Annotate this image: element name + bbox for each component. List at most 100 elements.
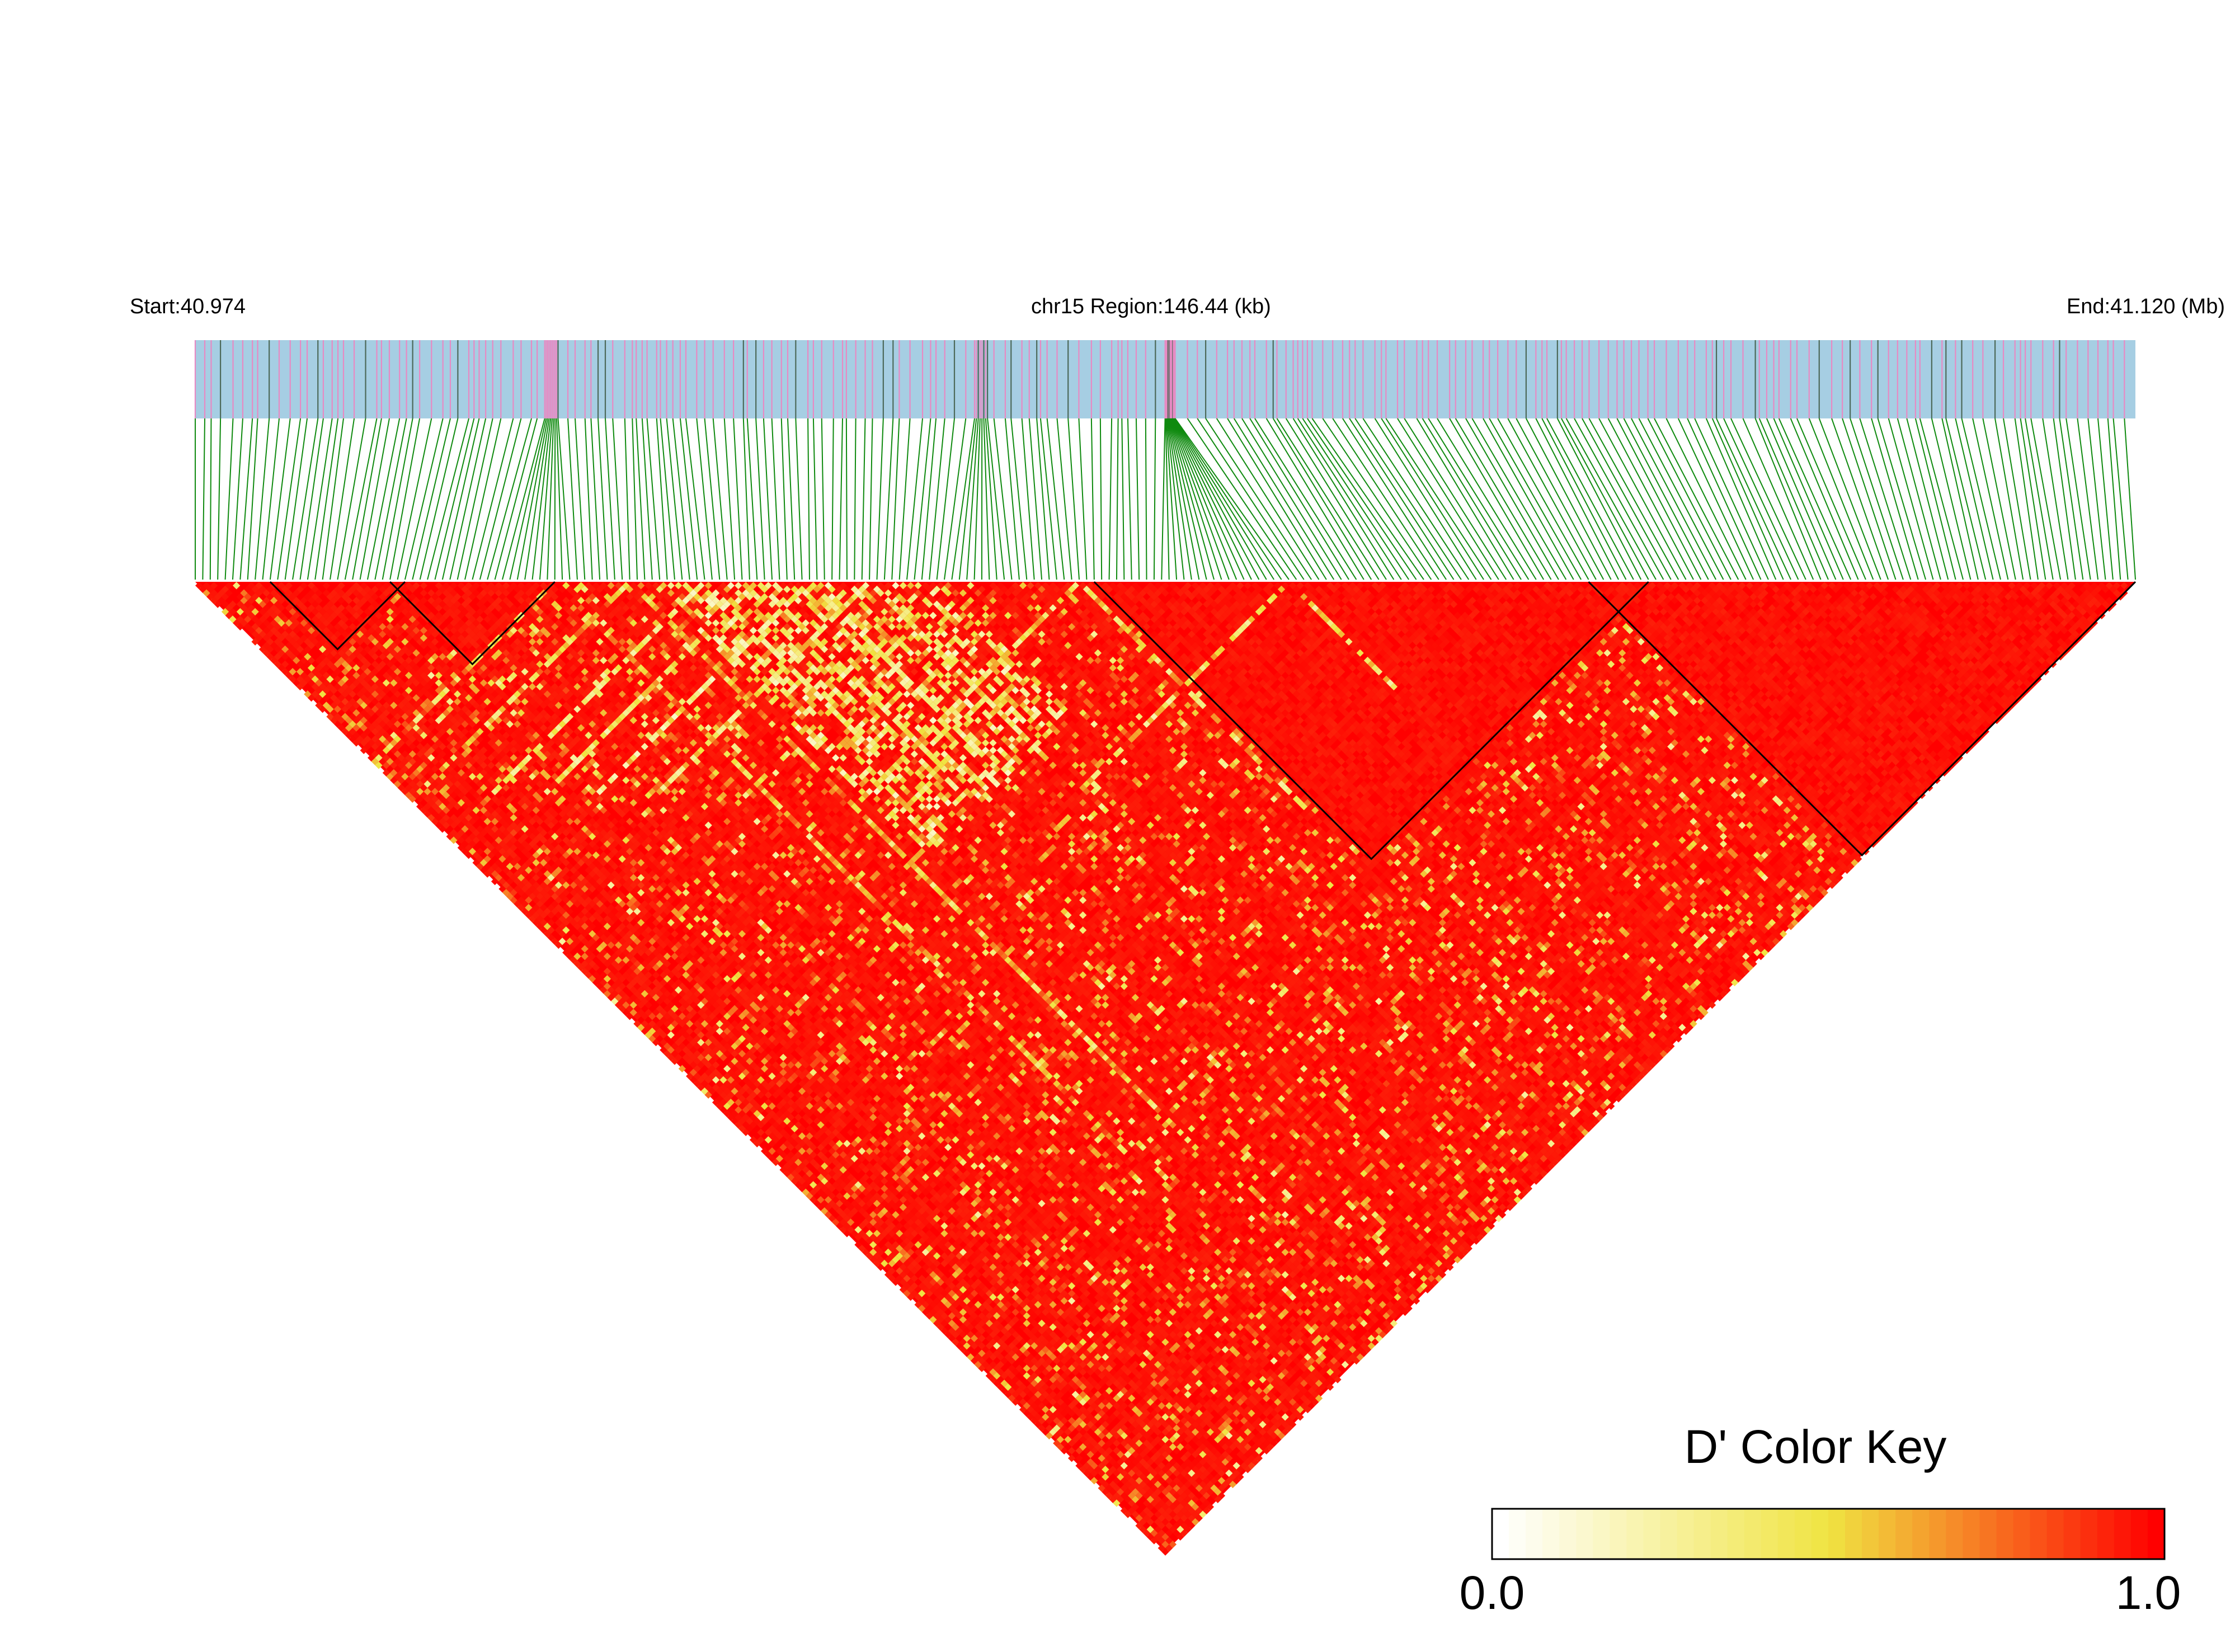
ld-cell xyxy=(397,769,405,777)
ld-cell xyxy=(1038,1424,1046,1432)
ld-cell xyxy=(229,615,237,623)
snp-connector xyxy=(1716,418,1791,580)
snp-connector xyxy=(1205,418,1312,580)
ld-cell xyxy=(603,990,611,998)
snp-connector xyxy=(1078,418,1088,580)
snp-connector xyxy=(742,418,750,580)
ld-cell xyxy=(944,1316,952,1324)
ld-cell xyxy=(944,1330,952,1339)
snp-connector xyxy=(898,418,911,580)
snp-connector xyxy=(1276,418,1380,580)
ld-cell xyxy=(824,1211,832,1219)
ld-cell xyxy=(719,1098,727,1107)
ld-cell xyxy=(311,683,319,691)
ld-cell xyxy=(244,615,252,623)
ld-cell xyxy=(566,938,574,945)
ld-cell xyxy=(667,1053,675,1061)
ld-cell xyxy=(1042,1413,1050,1421)
snp-position-track xyxy=(194,340,2135,418)
ld-cell xyxy=(712,1098,720,1107)
ld-cell xyxy=(629,1009,638,1016)
ld-cell xyxy=(723,1109,731,1118)
ld-cell xyxy=(1090,1477,1098,1485)
snp-connector xyxy=(604,418,615,580)
ld-cell xyxy=(483,855,491,863)
ld-cell xyxy=(933,1319,941,1328)
snp-connector xyxy=(1169,418,1215,580)
snp-connector xyxy=(1931,418,1971,580)
ld-cell xyxy=(1049,1428,1057,1436)
snp-connector xyxy=(1362,418,1470,580)
ld-cell xyxy=(1011,1391,1019,1399)
ld-cell xyxy=(846,1218,855,1226)
ld-cell xyxy=(585,956,592,964)
snp-connector xyxy=(1170,418,1238,580)
ld-cell xyxy=(333,713,342,721)
snp-connector xyxy=(1416,418,1514,580)
ld-cell xyxy=(843,1215,851,1222)
snp-connector xyxy=(1871,418,1919,580)
ld-cell xyxy=(1067,1447,1076,1455)
snp-connector xyxy=(929,418,945,580)
ld-cell xyxy=(382,761,390,769)
ld-cell xyxy=(498,885,506,893)
ld-cell xyxy=(277,664,285,672)
snp-connector xyxy=(906,418,924,580)
snp-connector xyxy=(891,418,900,580)
ld-cell xyxy=(390,776,398,784)
ld-cell xyxy=(536,907,544,915)
snp-connector xyxy=(441,418,480,580)
snp-connector xyxy=(1046,418,1065,580)
ld-cell xyxy=(671,1049,679,1058)
snp-connector xyxy=(1397,418,1499,580)
ld-cell xyxy=(873,1245,881,1253)
ld-cell xyxy=(775,1155,784,1162)
ld-cell xyxy=(1158,1544,1165,1552)
ld-cell xyxy=(1056,1436,1065,1443)
ld-cell xyxy=(408,788,417,796)
snp-connector xyxy=(1216,418,1320,580)
ld-cell xyxy=(813,1184,821,1193)
ld-cell xyxy=(981,1353,990,1361)
snp-connector xyxy=(516,418,548,580)
snp-connector xyxy=(277,418,302,580)
ld-cell xyxy=(266,638,274,646)
snp-connector xyxy=(1272,418,1372,580)
snp-connector xyxy=(1455,418,1552,580)
ld-cell xyxy=(311,690,319,698)
ld-cell xyxy=(450,836,458,844)
ld-cell xyxy=(424,795,431,803)
ld-cell xyxy=(371,742,379,751)
snp-connector xyxy=(612,418,623,580)
ld-cell xyxy=(517,896,525,904)
ld-cell xyxy=(465,836,473,844)
snp-connector xyxy=(704,418,721,580)
snp-connector xyxy=(1941,418,1979,580)
ld-cell xyxy=(476,848,484,855)
ld-cell xyxy=(367,754,375,762)
snp-connector xyxy=(1607,418,1694,580)
ld-cell xyxy=(1053,1432,1061,1440)
ld-cell xyxy=(431,810,439,818)
snp-connector xyxy=(1526,418,1612,580)
ld-cell xyxy=(439,825,446,833)
region-title: chr15 Region:146.44 (kb) xyxy=(1031,295,1271,318)
snp-connector xyxy=(1381,418,1484,580)
ld-cell xyxy=(577,963,585,972)
snp-connector xyxy=(255,418,270,580)
ld-cell xyxy=(258,645,267,653)
ld-cell xyxy=(614,1001,623,1009)
ld-cell xyxy=(236,623,244,631)
ld-cell xyxy=(240,611,248,619)
ld-cell xyxy=(798,1184,806,1193)
snp-connector xyxy=(1004,418,1020,580)
ld-cell xyxy=(948,1327,956,1335)
ld-cell xyxy=(255,634,263,642)
ld-cell xyxy=(431,817,439,826)
snp-connector xyxy=(1172,418,1260,580)
ld-cell xyxy=(566,952,574,961)
ld-cell xyxy=(775,1147,784,1155)
ld-cell xyxy=(547,919,555,926)
snp-connector xyxy=(1285,418,1387,580)
